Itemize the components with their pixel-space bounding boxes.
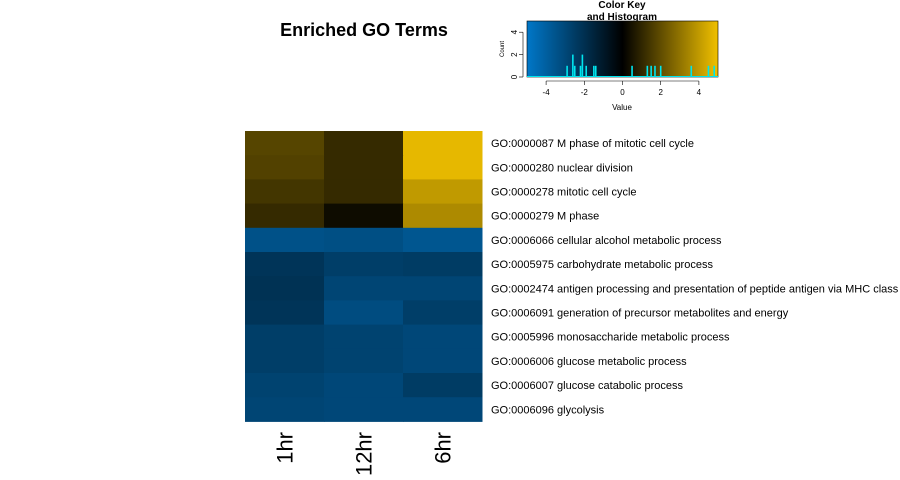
heatmap-cell (324, 203, 404, 229)
row-label: GO:0000280 nuclear division (491, 162, 633, 174)
color-key-subtitle: and Histogram (587, 12, 657, 23)
heatmap-cell (324, 348, 404, 374)
chart-title: Enriched GO Terms (280, 20, 448, 40)
row-label: GO:0006007 glucose catabolic process (491, 380, 684, 392)
color-key-x-tick-label: -4 (543, 88, 551, 97)
row-label: GO:0005996 monosaccharide metabolic proc… (491, 332, 730, 344)
heatmap-cells (245, 131, 483, 422)
column-label: 12hr (352, 432, 377, 476)
row-label: GO:0002474 antigen processing and presen… (491, 283, 899, 295)
row-label: GO:0006066 cellular alcohol metabolic pr… (491, 235, 722, 247)
heatmap-cell (324, 373, 404, 398)
color-key-xlabel: Value (612, 103, 632, 112)
heatmap-cell (324, 227, 404, 253)
color-key-x-tick-label: 4 (697, 88, 702, 97)
heatmap-cell (245, 276, 325, 301)
heatmap-cell (324, 252, 404, 277)
heatmap-cell (324, 131, 404, 156)
heatmap-cell (245, 373, 325, 398)
row-labels: GO:0000087 M phase of mitotic cell cycle… (491, 138, 899, 416)
color-key-y-tick-label: 0 (510, 74, 519, 79)
heatmap-cell (245, 348, 325, 374)
color-key-x-tick-label: 0 (620, 88, 625, 97)
heatmap-cell (245, 203, 325, 229)
heatmap-cell (403, 203, 483, 229)
row-label: GO:0000087 M phase of mitotic cell cycle (491, 138, 694, 150)
color-key-y-tick-label: 2 (510, 52, 519, 57)
heatmap-cell (403, 227, 483, 253)
row-label: GO:0006091 generation of precursor metab… (491, 308, 789, 320)
heatmap-cell (245, 397, 325, 422)
heatmap-cell (403, 397, 483, 422)
row-label: GO:0000278 mitotic cell cycle (491, 187, 637, 199)
color-key-gradient (526, 20, 719, 78)
color-key-title: Color Key (598, 0, 646, 11)
color-key-x-tick-label: -2 (581, 88, 589, 97)
heatmap-cell (324, 276, 404, 301)
heatmap-cell (403, 155, 483, 180)
color-key-ylabel: Count (500, 41, 506, 57)
color-key: Color Key and Histogram Count Value -4 -2… (500, 0, 719, 112)
row-label: GO:0000279 M phase (491, 211, 599, 223)
heatmap-cell (403, 252, 483, 277)
heatmap-cell (324, 324, 404, 350)
heatmap-cell (403, 179, 483, 205)
color-key-x-tick-label: 2 (658, 88, 663, 97)
heatmap-cell (403, 324, 483, 350)
heatmap-cell (403, 131, 483, 156)
heatmap-cell (245, 131, 325, 156)
heatmap-cell (403, 276, 483, 301)
heatmap-cell (245, 179, 325, 205)
row-label: GO:0006096 glycolysis (491, 404, 605, 416)
heatmap-cell (403, 300, 483, 326)
row-label: GO:0006006 glucose metabolic process (491, 356, 687, 368)
heatmap-cell (245, 227, 325, 253)
heatmap-cell (324, 155, 404, 180)
column-labels: 1hr 12hr 6hr (273, 432, 456, 476)
row-label: GO:0005975 carbohydrate metabolic proces… (491, 259, 713, 271)
heatmap-cell (245, 324, 325, 350)
column-label: 1hr (273, 432, 298, 464)
heatmap-cell (403, 373, 483, 398)
heatmap-cell (245, 155, 325, 180)
color-key-y-tick-label: 4 (510, 29, 519, 34)
heatmap-cell (403, 348, 483, 374)
heatmap-cell (324, 300, 404, 326)
heatmap-cell (245, 300, 325, 326)
heatmap-cell (245, 252, 325, 277)
heatmap-cell (324, 397, 404, 422)
heatmap-cell (324, 179, 404, 205)
column-label: 6hr (431, 432, 456, 464)
